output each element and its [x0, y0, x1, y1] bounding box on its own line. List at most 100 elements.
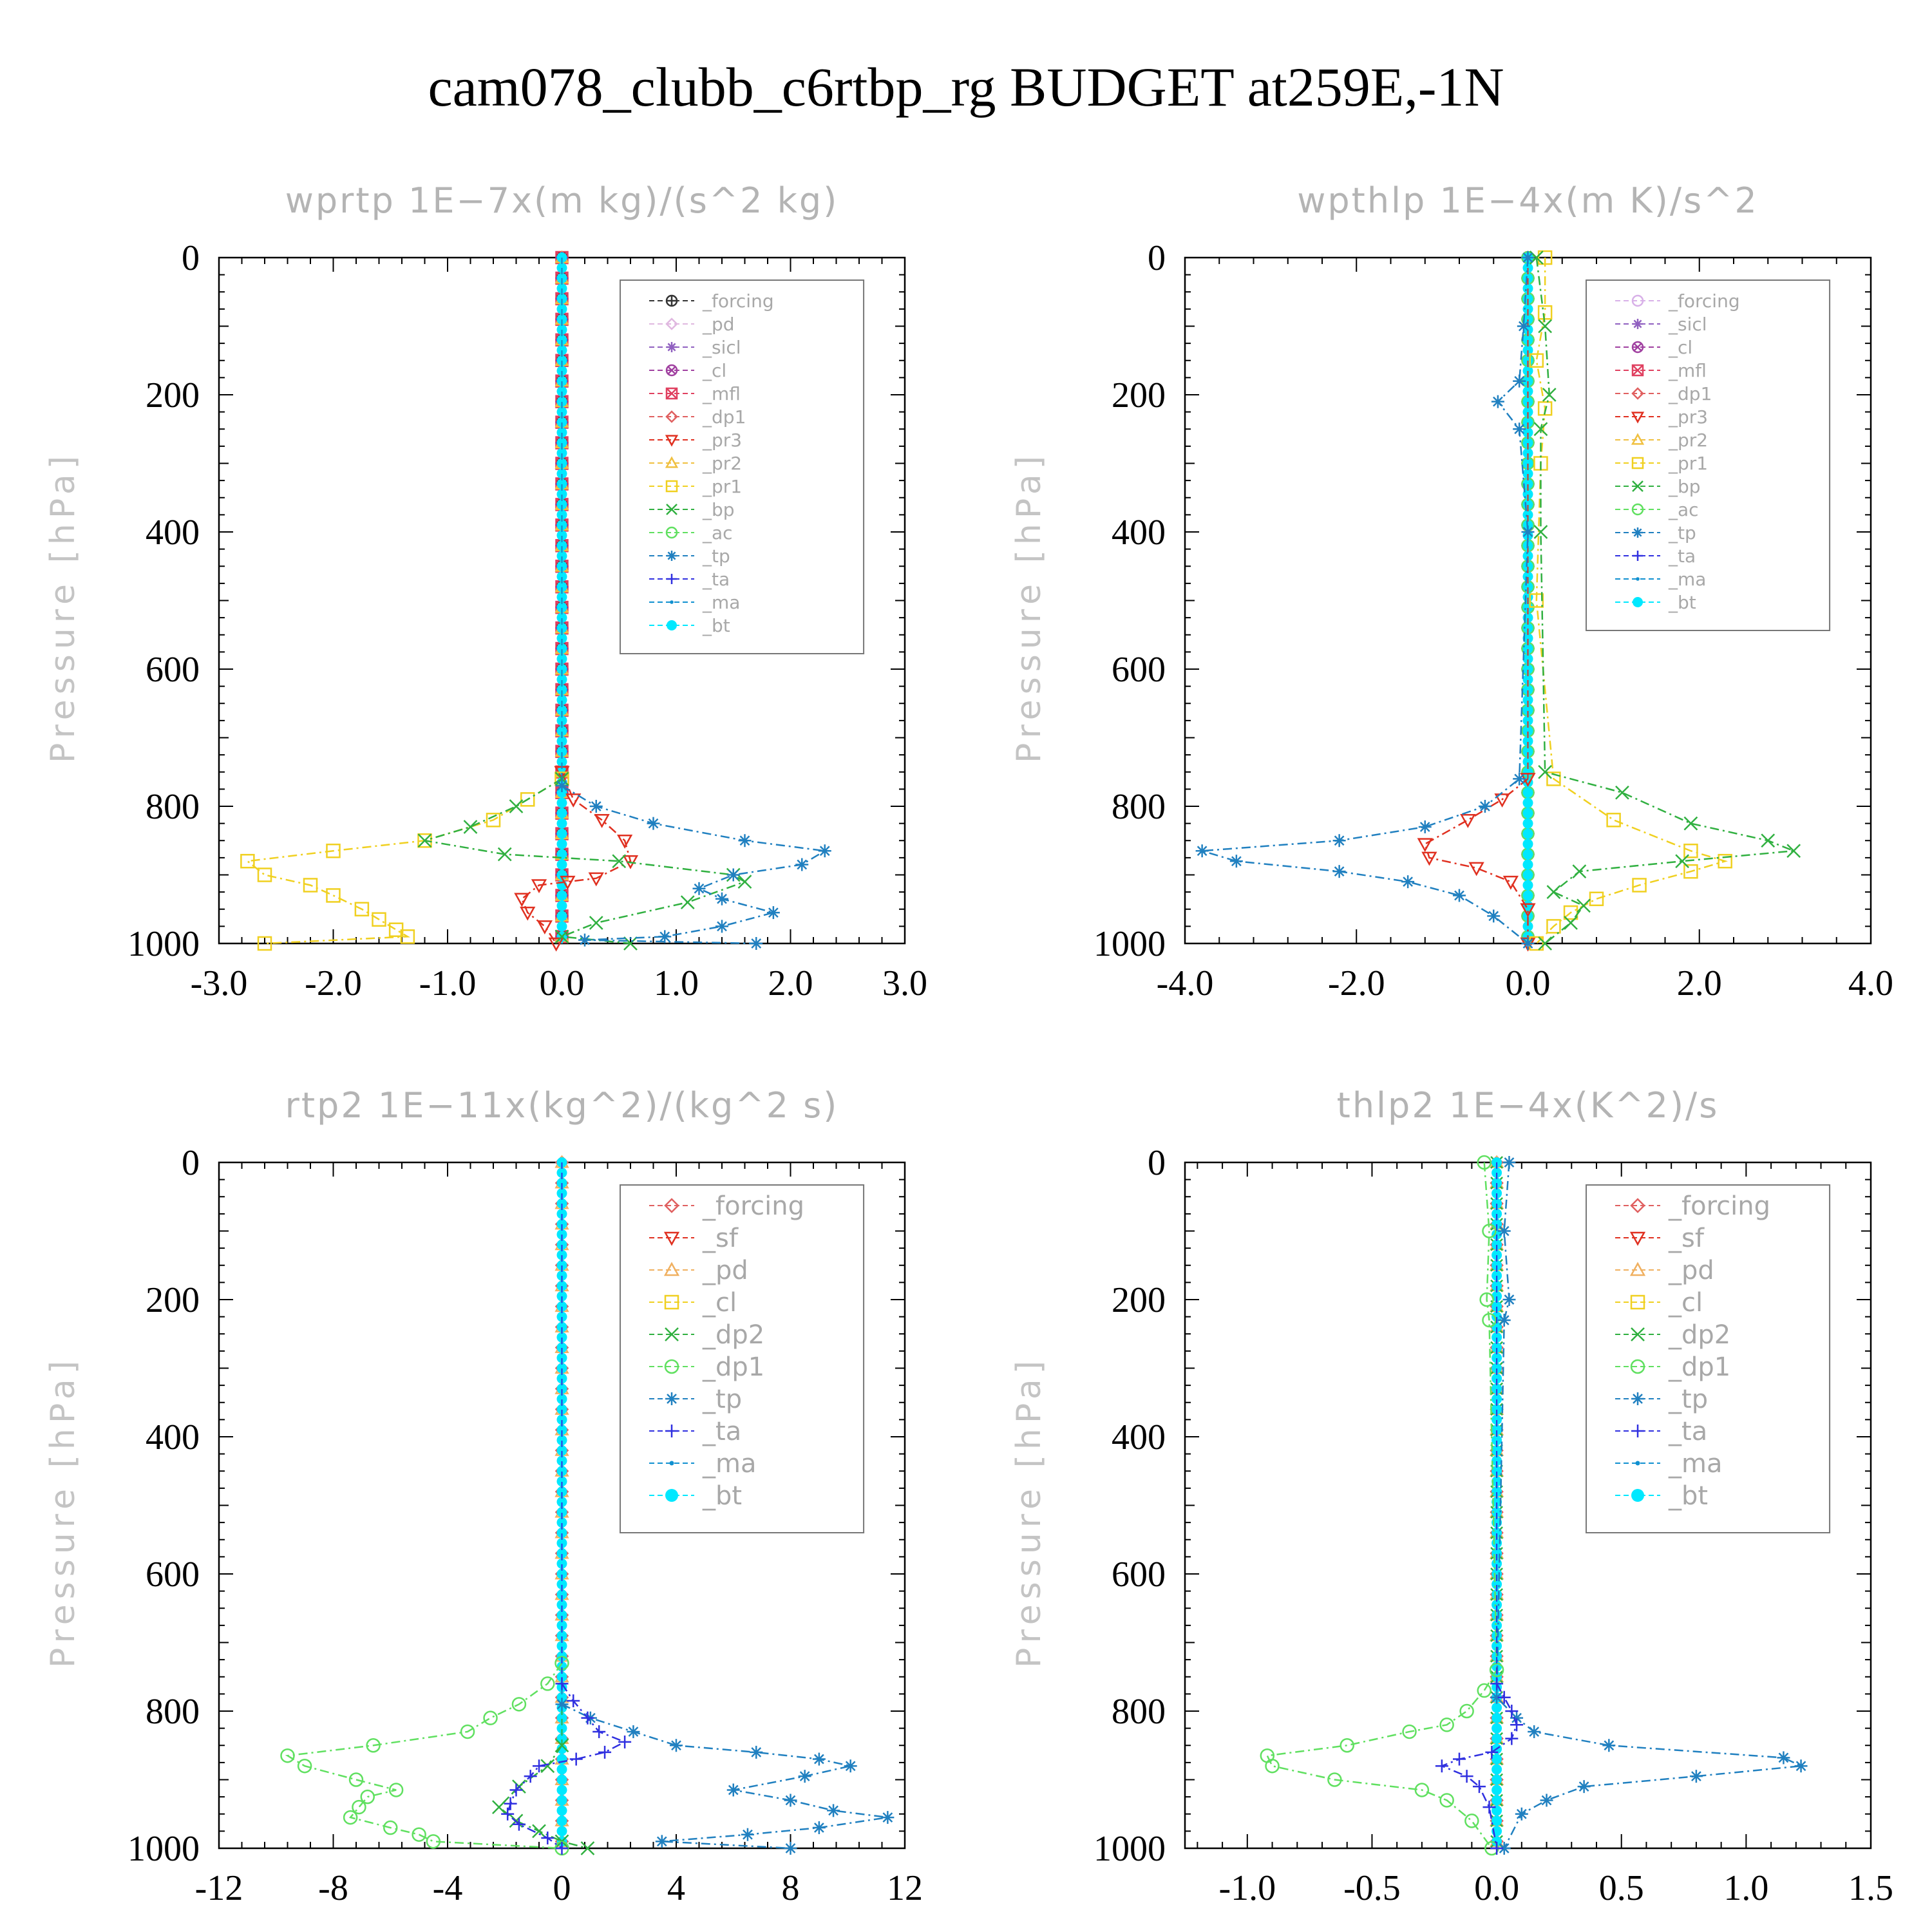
data-point: [556, 396, 567, 407]
data-point: [1522, 664, 1533, 674]
data-point: [750, 1745, 763, 1759]
data-point: [1683, 864, 1698, 879]
data-point: [417, 833, 432, 848]
data-point: [1439, 1793, 1454, 1808]
data-point: [1522, 725, 1533, 736]
legend-entry: _dp1: [649, 406, 746, 428]
data-point: [1546, 919, 1561, 934]
legend-label: _forcing: [1668, 290, 1740, 312]
data-point: [556, 1795, 567, 1806]
data-point: [556, 1599, 567, 1610]
data-point: [812, 1821, 826, 1835]
data-point: [554, 1738, 569, 1753]
data-point: [556, 386, 567, 397]
data-point: [1502, 875, 1519, 890]
legend-entry: _sf: [1615, 1224, 1705, 1253]
data-point: [556, 1548, 567, 1559]
data-point: [569, 1752, 583, 1766]
data-point: [1794, 1759, 1808, 1773]
x-tick-label: -3.0: [191, 963, 248, 1003]
data-point: [556, 664, 567, 674]
data-point: [680, 895, 695, 909]
data-point: [1786, 844, 1801, 858]
data-point: [556, 1528, 567, 1539]
data-point: [1505, 1705, 1519, 1718]
data-point: [1522, 396, 1533, 407]
panel-wpthlp: wpthlp 1E−4x(m K)/s^2 Pressure [hPa] 0 200 4…: [1010, 180, 1893, 1003]
data-point: [1492, 1394, 1502, 1405]
data-point: [533, 1759, 545, 1773]
legend-label: _tp: [1668, 522, 1696, 544]
y-tick-label: 400: [1112, 513, 1166, 553]
legend-entry: _sf: [649, 1224, 739, 1253]
legend-label: _ac: [1668, 499, 1699, 520]
data-point: [556, 1712, 567, 1723]
data-point: [556, 715, 567, 726]
legend-entry: _bt: [1615, 1481, 1708, 1511]
legend-entry: _ta: [1615, 545, 1696, 567]
legend-entry: _pr1: [1615, 453, 1708, 474]
panel-title: wpthlp 1E−4x(m K)/s^2: [1297, 180, 1759, 221]
data-point: [1492, 1815, 1502, 1826]
data-point: [1522, 921, 1533, 932]
legend-label: _pr3: [702, 430, 742, 451]
data-point: [556, 540, 567, 551]
legend-label: _dp2: [702, 1320, 764, 1350]
y-tick-label: 800: [146, 1692, 200, 1732]
data-point: [556, 592, 567, 603]
legend-entry: _bt: [1615, 592, 1696, 613]
series-line: [1495, 1162, 1804, 1849]
series-pr3: [1417, 258, 1536, 952]
data-point: [1402, 1724, 1417, 1739]
legend-marker: [665, 387, 678, 400]
panel-title: wprtp 1E−7x(m kg)/(s^2 kg): [285, 180, 839, 221]
data-point: [556, 1445, 567, 1456]
data-point: [1564, 916, 1578, 930]
data-point: [1492, 1167, 1502, 1178]
legend-entry: _bp: [1615, 476, 1701, 497]
data-point: [1522, 478, 1533, 489]
data-point: [556, 1538, 567, 1549]
data-point: [366, 1738, 381, 1753]
x-tick-label: 0.0: [540, 963, 585, 1003]
data-point: [352, 1799, 366, 1815]
legend-label: _bp: [702, 499, 735, 520]
legend-marker: [1630, 1198, 1645, 1213]
y-tick-label: 200: [146, 1280, 200, 1320]
data-point: [1563, 905, 1578, 920]
data-point: [1520, 903, 1536, 918]
data-point: [504, 1797, 517, 1810]
y-tick-label: 600: [1112, 650, 1166, 690]
data-point: [556, 355, 567, 366]
data-point: [1492, 1702, 1502, 1713]
legend-entry: _ma: [649, 592, 740, 613]
legend-marker: [665, 1392, 679, 1405]
data-point: [1492, 1609, 1502, 1620]
data-point: [1492, 1445, 1502, 1456]
legend-marker: [1631, 1425, 1645, 1437]
legend-label: _cl: [702, 1288, 737, 1318]
data-point: [501, 1807, 515, 1821]
data-point: [1494, 793, 1510, 808]
legend-entry: _ma: [649, 1449, 757, 1479]
data-point: [589, 916, 603, 930]
data-point: [556, 694, 567, 705]
data-point: [1492, 1497, 1502, 1508]
data-point: [1517, 319, 1530, 333]
data-point: [1492, 1332, 1502, 1343]
data-point: [1195, 844, 1209, 858]
data-point: [1492, 1311, 1502, 1322]
data-point: [1522, 756, 1533, 767]
data-point: [1492, 1836, 1502, 1847]
data-point: [1522, 684, 1533, 695]
panel-wprtp: wprtp 1E−7x(m kg)/(s^2 kg) Pressure [hPa]…: [44, 180, 927, 1003]
data-point: [303, 878, 318, 893]
legend-marker: [665, 294, 678, 307]
data-point: [1492, 1785, 1502, 1795]
data-point: [881, 1811, 895, 1824]
data-point: [556, 828, 567, 839]
legend-entry: _pd: [649, 1256, 748, 1285]
data-point: [1502, 1293, 1516, 1306]
data-point: [1505, 1732, 1519, 1745]
data-point: [1492, 1383, 1502, 1394]
